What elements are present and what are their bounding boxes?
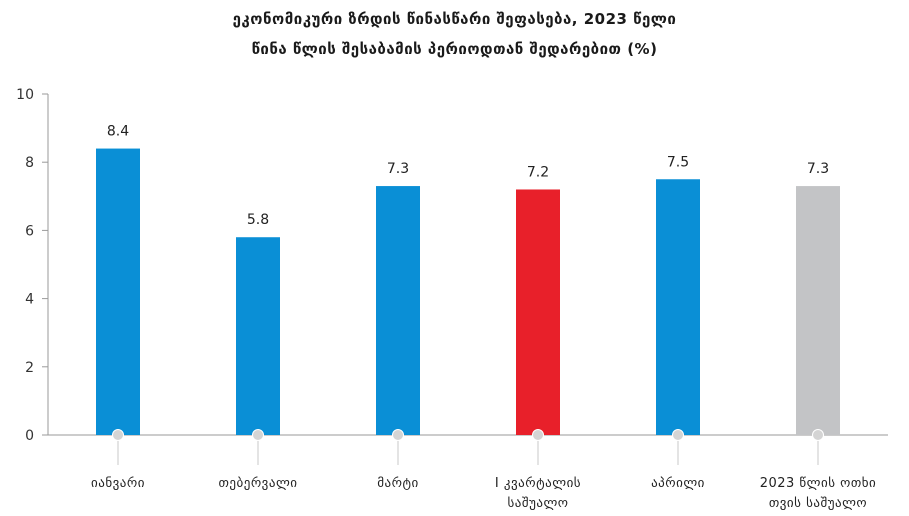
bar — [236, 237, 280, 435]
data-label: 7.3 — [807, 161, 829, 177]
x-tick-label: თვის საშუალო — [769, 496, 867, 511]
chart-title-line-2: წინა წლის შესაბამის პერიოდთან შედარებით … — [251, 40, 658, 58]
x-tick-label: 2023 წლის ოთხი — [760, 476, 877, 491]
bar — [96, 148, 140, 435]
data-label: 7.5 — [667, 154, 689, 170]
x-tick-label: აპრილი — [651, 476, 705, 491]
data-label: 5.8 — [247, 212, 269, 228]
bar — [376, 186, 420, 435]
x-tick-label: იანვარი — [91, 476, 145, 491]
chart-title-line-1: ეკონომიკური ზრდის წინასწარი შეფასება, 20… — [232, 10, 677, 28]
category-marker-dot — [392, 429, 404, 441]
x-tick-label: მარტი — [377, 476, 418, 491]
category-marker-dot — [112, 429, 124, 441]
y-tick-label: 2 — [25, 360, 34, 376]
category-marker-dot — [532, 429, 544, 441]
x-tick-label: I კვარტალის — [495, 476, 581, 491]
bar — [656, 179, 700, 435]
y-tick-label: 6 — [25, 223, 34, 239]
x-tick-label: საშუალო — [507, 496, 568, 511]
bar — [516, 189, 560, 435]
category-marker-dot — [252, 429, 264, 441]
data-label: 7.3 — [387, 161, 409, 177]
y-tick-label: 4 — [25, 292, 34, 308]
y-tick-label: 8 — [25, 155, 34, 171]
x-tick-label: თებერვალი — [218, 476, 297, 491]
data-label: 8.4 — [107, 124, 129, 140]
category-marker-dot — [812, 429, 824, 441]
bar — [796, 186, 840, 435]
data-label: 7.2 — [527, 164, 549, 180]
y-tick-label: 10 — [16, 87, 34, 103]
y-tick-label: 0 — [25, 428, 34, 444]
category-marker-dot — [672, 429, 684, 441]
